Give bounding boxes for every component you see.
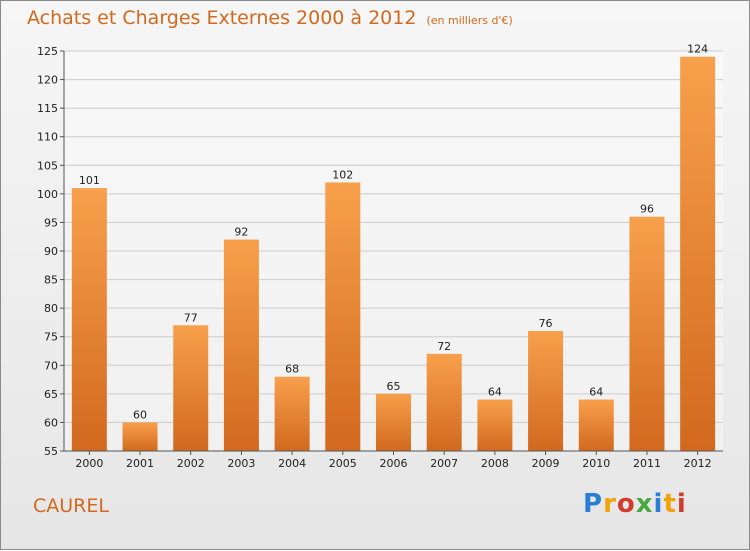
proxiti-logo: Proxiti (583, 489, 687, 519)
x-tick-label: 2011 (633, 457, 661, 470)
data-label: 65 (387, 380, 401, 393)
bar (173, 325, 209, 451)
x-tick-label: 2006 (380, 457, 408, 470)
x-tick-label: 2001 (126, 457, 154, 470)
logo-letter: P (583, 489, 604, 519)
x-tick-label: 2007 (430, 457, 458, 470)
data-label: 102 (332, 168, 353, 181)
y-tick-label: 60 (44, 416, 58, 429)
logo-letter: x (635, 489, 654, 519)
data-label: 77 (184, 311, 198, 324)
chart-title-text: Achats et Charges Externes 2000 à 2012 (27, 7, 417, 29)
bar (426, 353, 462, 451)
bar (578, 399, 614, 451)
bar (680, 56, 716, 451)
bar (325, 182, 361, 451)
logo-letter: t (663, 489, 677, 519)
logo-letter: i (676, 489, 687, 519)
data-label: 101 (79, 174, 100, 187)
bar (528, 331, 564, 451)
data-label: 64 (589, 386, 603, 399)
x-tick-label: 2000 (75, 457, 103, 470)
y-tick-label: 120 (37, 74, 58, 87)
y-tick-label: 100 (37, 188, 58, 201)
y-tick-label: 95 (44, 216, 58, 229)
data-label: 60 (133, 408, 147, 421)
bar (629, 216, 665, 451)
y-tick-label: 125 (37, 45, 58, 58)
x-tick-label: 2002 (177, 457, 205, 470)
x-tick-label: 2010 (582, 457, 610, 470)
y-tick-label: 80 (44, 302, 58, 315)
logo-letter: i (653, 489, 664, 519)
bar (71, 188, 107, 451)
data-label: 96 (640, 203, 654, 216)
x-tick-label: 2003 (227, 457, 255, 470)
bar (274, 376, 310, 451)
x-tick-label: 2012 (684, 457, 712, 470)
y-tick-label: 85 (44, 274, 58, 287)
y-tick-label: 65 (44, 388, 58, 401)
chart-unit: (en milliers d'€) (426, 14, 513, 27)
data-label: 124 (687, 43, 708, 56)
y-tick-label: 110 (37, 131, 58, 144)
bar (477, 399, 513, 451)
x-tick-label: 2004 (278, 457, 306, 470)
y-tick-label: 105 (37, 159, 58, 172)
y-tick-label: 90 (44, 245, 58, 258)
logo-letter: r (603, 489, 617, 519)
y-tick-label: 75 (44, 331, 58, 344)
x-tick-label: 2008 (481, 457, 509, 470)
x-tick-label: 2005 (329, 457, 357, 470)
data-label: 68 (285, 363, 299, 376)
chart-title: Achats et Charges Externes 2000 à 2012 (e… (27, 7, 513, 29)
data-label: 76 (539, 317, 553, 330)
bar (223, 239, 259, 451)
data-label: 72 (437, 340, 451, 353)
data-label: 92 (234, 226, 248, 239)
y-tick-label: 55 (44, 445, 58, 458)
data-label: 64 (488, 386, 502, 399)
logo-letter: o (616, 489, 636, 519)
y-tick-label: 115 (37, 102, 58, 115)
bar (376, 393, 411, 451)
bar (122, 422, 158, 451)
commune-name: CAUREL (33, 495, 109, 517)
x-tick-label: 2009 (532, 457, 560, 470)
y-tick-label: 70 (44, 359, 58, 372)
